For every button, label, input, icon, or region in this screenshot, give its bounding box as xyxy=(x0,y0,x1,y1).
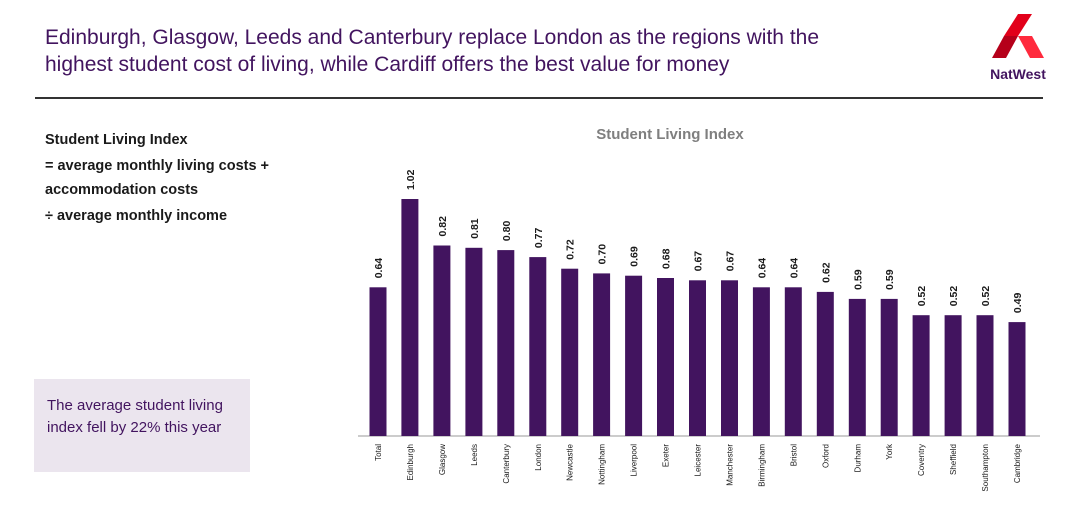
value-label-total: 0.64 xyxy=(373,258,385,279)
value-label-manchester: 0.67 xyxy=(724,251,736,272)
natwest-logo: NatWest xyxy=(978,14,1058,86)
natwest-chevron-icon xyxy=(992,14,1044,58)
tick-label-leeds: Leeds xyxy=(470,444,479,466)
bar-birmingham xyxy=(752,287,770,436)
tick-label-exeter: Exeter xyxy=(662,444,671,467)
value-label-cambridge: 0.49 xyxy=(1012,293,1024,314)
bar-durham xyxy=(848,298,866,436)
bar-leicester xyxy=(689,280,706,436)
tick-label-sheffield: Sheffield xyxy=(949,444,958,475)
bar-edinburgh xyxy=(401,199,419,436)
index-definition: Student Living Index = average monthly l… xyxy=(45,128,345,228)
value-label-leicester: 0.67 xyxy=(693,251,705,272)
tick-label-total: Total xyxy=(374,444,383,461)
bar-nottingham xyxy=(593,273,611,436)
value-label-sheffield: 0.52 xyxy=(948,286,960,307)
value-label-bristol: 0.64 xyxy=(788,258,800,279)
bar-leeds xyxy=(465,247,483,436)
tick-label-manchester: Manchester xyxy=(725,444,734,486)
bar-total xyxy=(369,287,387,436)
bar-sheffield xyxy=(944,315,962,436)
callout-text: The average student living index fell by… xyxy=(47,397,223,436)
header-divider xyxy=(35,97,1043,99)
chart-title: Student Living Index xyxy=(596,126,744,143)
tick-label-cambridge: Cambridge xyxy=(1013,443,1022,483)
definition-line-3: ÷ average monthly income xyxy=(45,208,228,224)
value-label-edinburgh: 1.02 xyxy=(405,169,417,190)
bar-oxford xyxy=(816,291,834,436)
definition-title: Student Living Index xyxy=(45,132,188,148)
value-label-liverpool: 0.69 xyxy=(629,246,641,267)
headline: Edinburgh, Glasgow, Leeds and Canterbury… xyxy=(45,24,925,78)
value-label-nottingham: 0.70 xyxy=(597,244,609,265)
bar-bristol xyxy=(784,287,802,436)
headline-line-1: Edinburgh, Glasgow, Leeds and Canterbury… xyxy=(45,26,820,49)
value-label-exeter: 0.68 xyxy=(661,248,673,269)
tick-label-canterbury: Canterbury xyxy=(502,444,511,484)
tick-label-bristol: Bristol xyxy=(789,444,798,466)
tick-label-edinburgh: Edinburgh xyxy=(406,444,415,480)
tick-label-liverpool: Liverpool xyxy=(630,444,639,477)
value-label-glasgow: 0.82 xyxy=(437,216,449,237)
value-label-oxford: 0.62 xyxy=(820,262,832,283)
value-label-newcastle: 0.72 xyxy=(565,239,577,260)
tick-label-durham: Durham xyxy=(853,444,862,473)
bar-canterbury xyxy=(497,250,515,436)
value-label-coventry: 0.52 xyxy=(916,286,928,307)
tick-label-birmingham: Birmingham xyxy=(757,444,766,487)
bar-manchester xyxy=(721,280,738,436)
definition-line-1: = average monthly living costs + xyxy=(45,158,270,174)
bar-southampton xyxy=(976,315,994,436)
tick-label-york: York xyxy=(885,443,894,460)
value-label-york: 0.59 xyxy=(884,269,896,290)
logo-chevron-right xyxy=(1018,36,1044,58)
value-label-london: 0.77 xyxy=(533,228,545,249)
bar-liverpool xyxy=(625,275,643,436)
bar-newcastle xyxy=(561,268,579,436)
value-label-leeds: 0.81 xyxy=(469,218,481,239)
headline-line-2: highest student cost of living, while Ca… xyxy=(45,53,730,76)
tick-label-southampton: Southampton xyxy=(981,444,990,492)
bar-york xyxy=(880,298,898,436)
tick-label-nottingham: Nottingham xyxy=(598,444,607,485)
value-label-southampton: 0.52 xyxy=(980,286,992,307)
value-label-durham: 0.59 xyxy=(852,269,864,290)
tick-label-glasgow: Glasgow xyxy=(438,444,447,475)
bar-coventry xyxy=(912,315,930,436)
tick-label-london: London xyxy=(534,444,543,471)
bar-glasgow xyxy=(433,245,451,436)
bar-exeter xyxy=(657,278,674,436)
logo-chevron-left xyxy=(992,36,1018,58)
callout-box: The average student living index fell by… xyxy=(34,379,250,472)
bar-cambridge xyxy=(1008,322,1026,436)
value-label-birmingham: 0.64 xyxy=(756,258,768,279)
tick-label-leicester: Leicester xyxy=(694,444,703,477)
tick-label-oxford: Oxford xyxy=(821,444,830,468)
tick-label-newcastle: Newcastle xyxy=(566,443,575,480)
logo-text: NatWest xyxy=(990,66,1046,82)
value-label-canterbury: 0.80 xyxy=(501,221,513,242)
logo-chevron-top xyxy=(1004,14,1032,36)
bar-london xyxy=(529,257,547,436)
tick-label-coventry: Coventry xyxy=(917,444,926,476)
definition-line-2: accommodation costs xyxy=(45,182,199,198)
